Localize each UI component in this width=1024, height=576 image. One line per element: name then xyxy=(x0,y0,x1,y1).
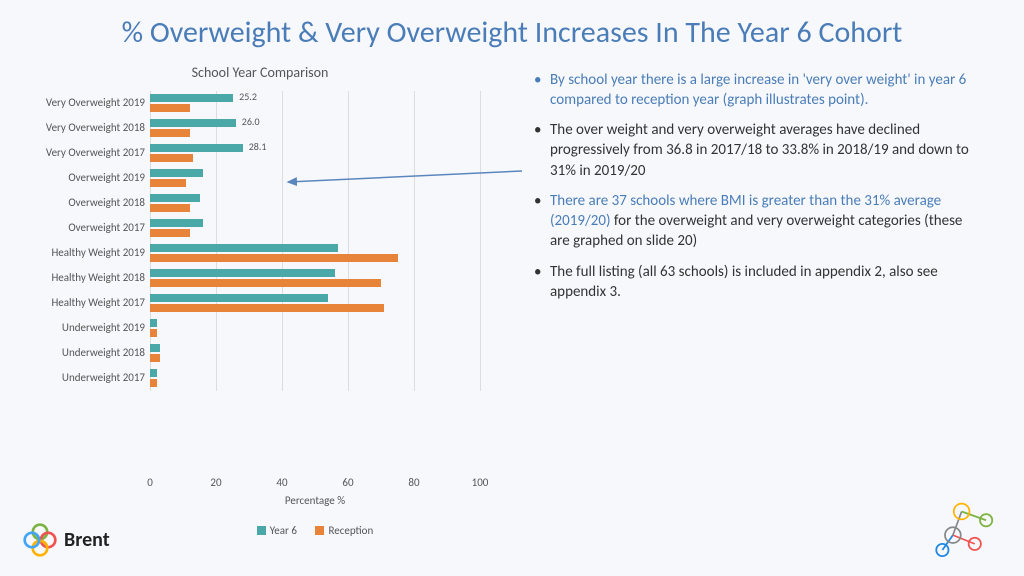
bullet-item: The full listing (all 63 schools) is inc… xyxy=(530,262,974,303)
category-label: Very Overweight 2019 xyxy=(15,96,145,109)
bar-reception xyxy=(150,104,190,112)
legend-reception: Reception xyxy=(315,524,373,537)
chart-row: Overweight 2017 xyxy=(150,216,480,241)
bullet-item: By school year there is a large increase… xyxy=(530,70,974,111)
chart-row: Overweight 2019 xyxy=(150,166,480,191)
chart-row: Very Overweight 201925.2 xyxy=(150,91,480,116)
legend-year6: Year 6 xyxy=(257,524,297,537)
bar-reception xyxy=(150,179,186,187)
bar-year6 xyxy=(150,269,335,277)
bar-reception xyxy=(150,229,190,237)
chart-row: Very Overweight 201826.0 xyxy=(150,116,480,141)
chart-x-axis: Percentage % 020406080100 xyxy=(150,476,480,516)
value-label: 25.2 xyxy=(239,90,257,103)
bar-reception xyxy=(150,329,157,337)
page-title: % Overweight & Very Overweight Increases… xyxy=(0,0,1024,56)
chart-row: Overweight 2018 xyxy=(150,191,480,216)
gridline xyxy=(480,91,481,391)
chart-row: Healthy Weight 2018 xyxy=(150,266,480,291)
chart-legend: Year 6 Reception xyxy=(150,524,480,537)
x-tick: 40 xyxy=(276,476,287,489)
brent-flower-icon xyxy=(22,522,58,558)
chart-row: Healthy Weight 2017 xyxy=(150,291,480,316)
bar-year6 xyxy=(150,344,160,352)
category-label: Healthy Weight 2017 xyxy=(15,296,145,309)
bar-year6 xyxy=(150,294,328,302)
category-label: Underweight 2018 xyxy=(15,346,145,359)
legend-swatch-year6 xyxy=(257,526,266,535)
category-label: Healthy Weight 2019 xyxy=(15,246,145,259)
x-tick: 20 xyxy=(210,476,221,489)
legend-swatch-reception xyxy=(315,526,324,535)
bar-reception xyxy=(150,354,160,362)
chart-area: School Year Comparison Very Overweight 2… xyxy=(20,64,500,391)
brand-logo-left: Brent xyxy=(22,522,110,558)
chart-bars: Very Overweight 201925.2Very Overweight … xyxy=(150,91,480,391)
category-label: Underweight 2017 xyxy=(15,371,145,384)
category-label: Overweight 2017 xyxy=(15,221,145,234)
category-label: Healthy Weight 2018 xyxy=(15,271,145,284)
category-label: Very Overweight 2017 xyxy=(15,146,145,159)
x-tick: 100 xyxy=(472,476,489,489)
chart-row: Very Overweight 201728.1 xyxy=(150,141,480,166)
legend-label-reception: Reception xyxy=(328,524,373,537)
bullet-list: By school year there is a large increase… xyxy=(500,64,1004,391)
bar-reception xyxy=(150,204,190,212)
chart-body: Very Overweight 201925.2Very Overweight … xyxy=(150,91,480,391)
bar-year6 xyxy=(150,119,236,127)
bar-reception xyxy=(150,254,398,262)
bar-year6 xyxy=(150,369,157,377)
chart-row: Healthy Weight 2019 xyxy=(150,241,480,266)
category-label: Underweight 2019 xyxy=(15,321,145,334)
x-tick: 60 xyxy=(342,476,353,489)
bar-year6 xyxy=(150,94,233,102)
bar-year6 xyxy=(150,319,157,327)
chart-row: Underweight 2018 xyxy=(150,341,480,366)
bar-year6 xyxy=(150,169,203,177)
x-tick: 80 xyxy=(408,476,419,489)
category-label: Very Overweight 2018 xyxy=(15,121,145,134)
bullet-item: The over weight and very overweight aver… xyxy=(530,120,974,181)
bar-year6 xyxy=(150,244,338,252)
category-label: Overweight 2018 xyxy=(15,196,145,209)
bar-year6 xyxy=(150,144,243,152)
bar-year6 xyxy=(150,219,203,227)
bullet-item: There are 37 schools where BMI is greate… xyxy=(530,191,974,252)
content-row: School Year Comparison Very Overweight 2… xyxy=(0,56,1024,391)
network-icon xyxy=(926,487,1006,557)
legend-label-year6: Year 6 xyxy=(270,524,297,537)
bar-reception xyxy=(150,379,157,387)
bar-reception xyxy=(150,129,190,137)
brand-name: Brent xyxy=(64,528,110,552)
brand-logo-right xyxy=(926,487,1006,562)
chart-row: Underweight 2019 xyxy=(150,316,480,341)
chart-x-label: Percentage % xyxy=(150,494,480,507)
value-label: 28.1 xyxy=(249,140,267,153)
bar-reception xyxy=(150,279,381,287)
bar-reception xyxy=(150,154,193,162)
x-tick: 0 xyxy=(147,476,153,489)
chart-title: School Year Comparison xyxy=(20,64,500,81)
bar-year6 xyxy=(150,194,200,202)
bar-reception xyxy=(150,304,384,312)
chart-row: Underweight 2017 xyxy=(150,366,480,391)
category-label: Overweight 2019 xyxy=(15,171,145,184)
value-label: 26.0 xyxy=(242,115,260,128)
